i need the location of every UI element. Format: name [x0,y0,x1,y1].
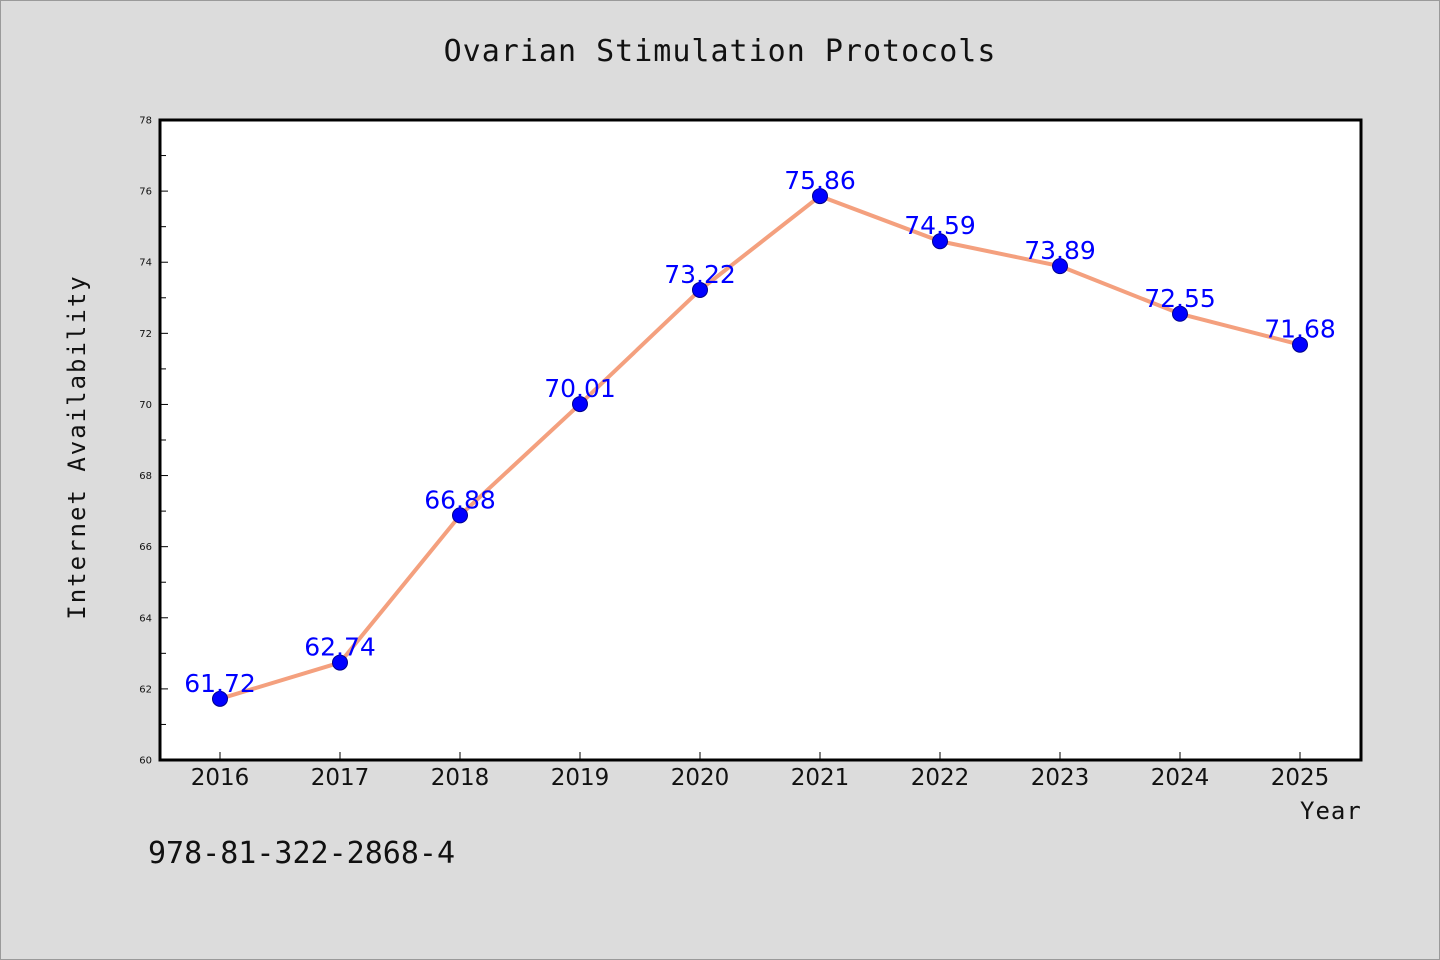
x-tick-label: 2020 [671,765,730,791]
y-tick-label: 62 [139,684,152,695]
y-tick-label: 66 [139,542,152,553]
data-point [812,188,828,205]
y-tick-label: 74 [139,258,152,269]
data-label: 66.88 [424,485,496,514]
x-tick-label: 2019 [551,765,610,791]
data-point [572,396,588,413]
x-tick-label: 2025 [1271,765,1330,791]
x-tick-label: 2023 [1031,765,1090,791]
x-tick-label: 2024 [1151,765,1210,791]
data-label: 75.86 [784,166,856,195]
data-label: 73.22 [664,260,736,289]
data-label: 62.74 [304,633,376,662]
data-point [1052,258,1068,275]
data-point [212,690,228,707]
chart-title: Ovarian Stimulation Protocols [443,34,997,69]
data-label: 70.01 [544,374,616,403]
x-axis-ticks: 2016 2017 2018 2019 2020 2021 2022 2023 2024 2025 [191,752,1330,791]
data-point [452,507,468,524]
x-tick-label: 2021 [791,765,850,791]
y-tick-label: 78 [139,116,152,127]
data-point [932,233,948,250]
isbn-text: 978-81-322-2868-4 [148,836,456,871]
y-tick-label: 76 [139,187,152,198]
x-tick-label: 2016 [191,765,250,791]
data-point [1292,336,1308,353]
x-tick-label: 2022 [911,765,970,791]
y-tick-label: 68 [139,471,152,482]
data-point [332,654,348,671]
data-label: 73.89 [1024,236,1096,265]
y-axis-ticks: 60 62 64 66 68 70 72 74 76 78 [139,116,168,767]
data-label: 61.72 [184,669,256,698]
x-tick-label: 2017 [311,765,370,791]
y-tick-label: 60 [139,756,152,767]
y-tick-label: 72 [139,329,152,340]
data-label: 71.68 [1264,315,1336,344]
data-label: 72.55 [1144,284,1216,313]
data-point [692,281,708,298]
y-tick-label: 64 [139,613,152,624]
data-labels: 61.72 62.74 66.88 70.01 73.22 75.86 74.59 73.89… [184,166,1336,698]
data-markers [212,188,1308,707]
data-point [1172,305,1188,322]
series-line [218,194,1302,701]
data-label: 74.59 [904,211,976,240]
y-tick-label: 70 [139,400,152,411]
plot-area [158,118,1363,762]
x-tick-label: 2018 [431,765,490,791]
x-axis-label: Year [1300,797,1362,825]
